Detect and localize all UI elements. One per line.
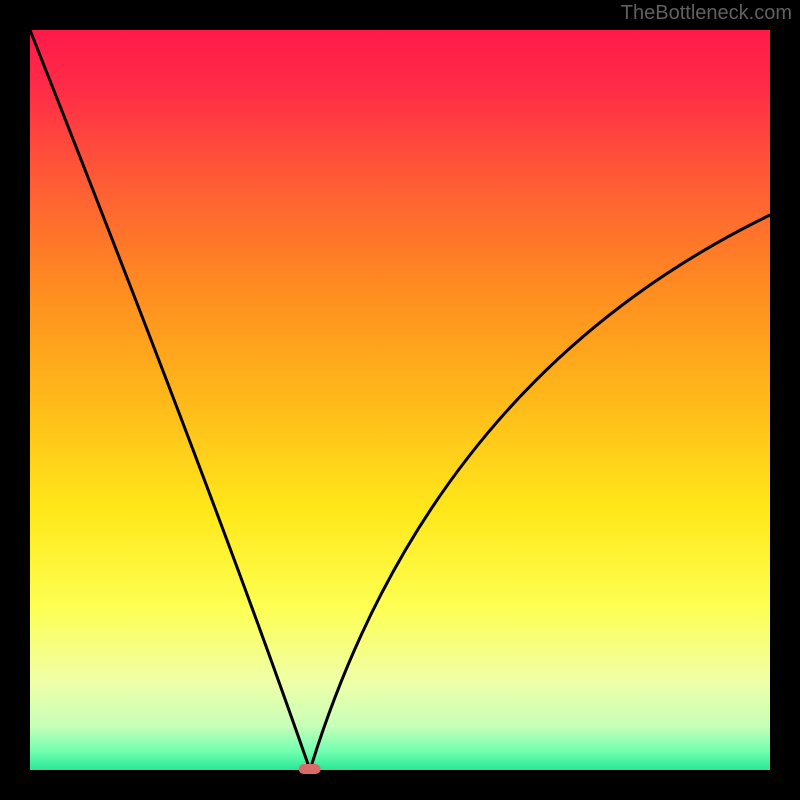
optimum-marker [299, 764, 321, 774]
gradient-background [30, 30, 770, 770]
chart-svg [0, 0, 800, 800]
watermark-text: TheBottleneck.com [621, 2, 792, 25]
bottleneck-chart [0, 0, 800, 800]
